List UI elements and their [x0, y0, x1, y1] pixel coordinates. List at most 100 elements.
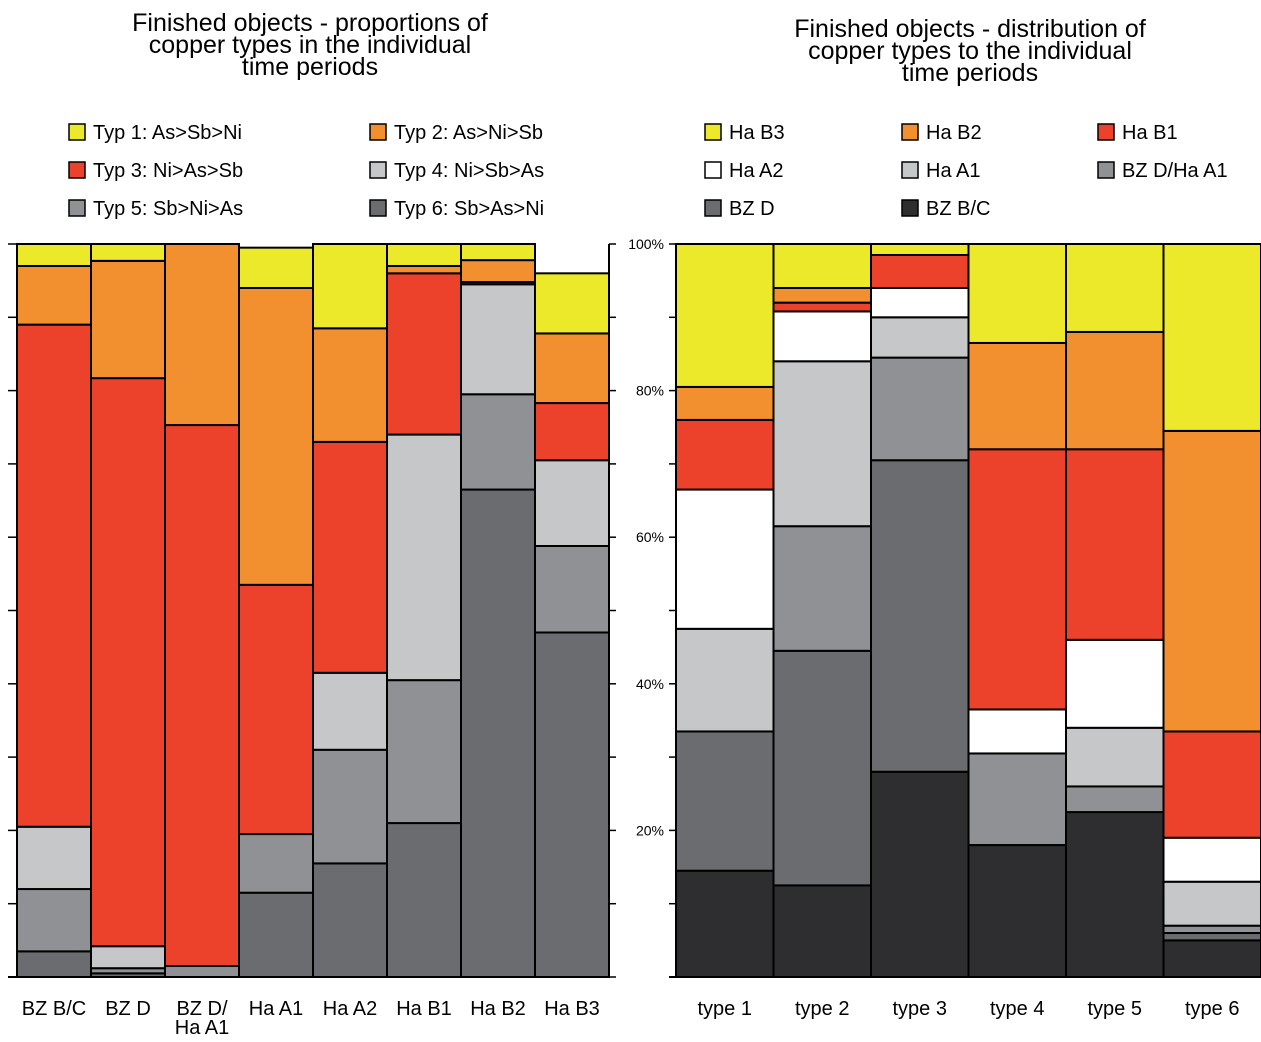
right-bar-type-1-ha-a1 — [675, 627, 775, 733]
right-bar-type-4-ha-b3 — [967, 243, 1067, 344]
left-legend-swatch — [68, 161, 86, 179]
right-bar-type-1-bz-b-c — [675, 869, 775, 979]
right-category-label: type 5 — [1088, 998, 1142, 1020]
left-bar-ha-b2-typ-2-as-ni-sb — [460, 259, 536, 284]
left-bar-ha-b3-typ-5-sb-ni-as — [534, 544, 610, 634]
right-bar-type-1-ha-b2 — [675, 385, 775, 421]
left-bar-bz-d-typ-3-ni-as-sb — [90, 377, 166, 948]
left-bar-ha-b3-typ-4-ni-sb-as — [534, 459, 610, 547]
right-legend-swatch — [901, 123, 919, 141]
right-bar-type-2-bz-d-ha-a1 — [772, 525, 872, 652]
left-category-label: Ha B1 — [396, 998, 452, 1020]
left-bar-bz-b-c-typ-5-sb-ni-as — [16, 888, 92, 953]
left-bar-ha-a2-typ-4-ni-sb-as — [312, 671, 388, 751]
left-category-label: BZ B/C — [22, 998, 86, 1020]
right-legend-label: Ha B2 — [926, 122, 982, 144]
left-legend-swatch — [68, 199, 86, 217]
right-bar-type-1-ha-b1 — [675, 418, 775, 491]
right-bar-type-2-ha-b1 — [772, 301, 872, 313]
right-bar-type-2-bz-d — [772, 649, 872, 887]
right-y-tick-label: 80% — [636, 383, 664, 399]
left-bar-bz-d-ha-a1-typ-3-ni-as-sb — [164, 424, 240, 968]
left-bar-bz-b-c-typ-4-ni-sb-as — [16, 825, 92, 891]
left-bar-ha-b1-typ-2-as-ni-sb — [386, 264, 462, 275]
right-bar-type-6-ha-a2 — [1162, 836, 1261, 883]
left-legend-label: Typ 1: As>Sb>Ni — [93, 122, 242, 144]
left-legend-label: Typ 4: Ni>Sb>As — [394, 160, 544, 182]
left-bar-ha-b1-typ-5-sb-ni-as — [386, 679, 462, 825]
right-bar-type-2-ha-b2 — [772, 286, 872, 304]
left-bar-ha-b1-typ-1-as-sb-ni — [386, 243, 462, 267]
left-bar-ha-b3-typ-2-as-ni-sb — [534, 332, 610, 405]
left-bar-ha-b3-typ-6-sb-as-ni — [534, 631, 610, 978]
right-bar-type-2-ha-a2 — [772, 310, 872, 363]
left-bar-ha-a2-typ-2-as-ni-sb — [312, 327, 388, 443]
right-category-label: type 1 — [698, 998, 752, 1020]
right-legend-swatch — [1097, 161, 1115, 179]
right-category-label: type 4 — [990, 998, 1044, 1020]
left-legend-label: Typ 6: Sb>As>Ni — [394, 198, 544, 220]
left-bar-bz-b-c-typ-2-as-ni-sb — [16, 264, 92, 326]
left-bar-bz-d-typ-4-ni-sb-as — [90, 945, 166, 970]
right-legend-label: BZ B/C — [926, 198, 990, 220]
right-bar-type-4-bz-d-ha-a1 — [967, 752, 1067, 847]
right-category-label: type 2 — [795, 998, 849, 1020]
left-category-label: Ha A1 — [175, 1017, 229, 1039]
right-bar-type-6-bz-d-ha-a1 — [1162, 924, 1261, 935]
right-bar-type-5-ha-b3 — [1065, 243, 1165, 333]
left-bar-ha-a1-typ-1-as-sb-ni — [238, 246, 314, 289]
right-bar-type-3-bz-d-ha-a1 — [870, 356, 970, 462]
right-legend-label: Ha A1 — [926, 160, 980, 182]
left-bar-ha-a2-typ-1-as-sb-ni — [312, 243, 388, 330]
left-chart-title: Finished objects - proportions of copper… — [132, 9, 488, 81]
right-legend-swatch — [704, 161, 722, 179]
right-legend-label: Ha B3 — [729, 122, 785, 144]
left-bar-ha-a2-typ-6-sb-as-ni — [312, 862, 388, 979]
right-bar-type-1-ha-b3 — [675, 243, 775, 388]
right-bar-type-5-bz-d-ha-a1 — [1065, 785, 1165, 814]
left-legend-label: Typ 5: Sb>Ni>As — [93, 198, 243, 220]
right-legend-swatch — [704, 123, 722, 141]
left-bar-bz-d-ha-a1-typ-2-as-ni-sb — [164, 243, 240, 427]
right-y-tick-label: 100% — [628, 236, 664, 252]
left-bar-ha-a1-typ-3-ni-as-sb — [238, 583, 314, 836]
left-bar-ha-b3-typ-1-as-sb-ni — [534, 272, 610, 335]
right-bar-type-1-ha-a2 — [675, 488, 775, 630]
left-bar-bz-d-ha-a1-typ-5-sb-ni-as — [164, 965, 240, 979]
right-bar-type-3-ha-b1 — [870, 253, 970, 289]
left-legend: Typ 1: As>Sb>Ni Typ 2: As>Ni>Sb Typ 3: Ni>… — [68, 122, 544, 220]
right-legend-swatch — [901, 199, 919, 217]
left-legend-swatch — [68, 123, 86, 141]
left-legend-label: Typ 2: As>Ni>Sb — [394, 122, 543, 144]
left-bar-ha-a2-typ-3-ni-as-sb — [312, 440, 388, 674]
right-legend-swatch — [704, 199, 722, 217]
right-category-label: type 3 — [893, 998, 947, 1020]
right-bar-type-4-bz-b-c — [967, 844, 1067, 978]
right-legend-swatch — [1097, 123, 1115, 141]
right-category-label: type 6 — [1185, 998, 1239, 1020]
right-bar-type-5-bz-b-c — [1065, 811, 1165, 979]
right-bar-type-4-ha-b2 — [967, 341, 1067, 451]
right-bar-type-3-bz-d — [870, 459, 970, 773]
right-bar-type-3-ha-b3 — [870, 243, 970, 256]
right-bar-type-6-ha-b2 — [1162, 429, 1261, 733]
right-bar-type-6-bz-d — [1162, 932, 1261, 942]
right-bar-type-2-ha-a1 — [772, 360, 872, 528]
left-bar-bz-b-c-typ-6-sb-as-ni — [16, 950, 92, 978]
right-chart-title: Finished objects - distribution of coppe… — [794, 15, 1146, 87]
right-y-tick-label: 60% — [636, 529, 664, 545]
left-bar-ha-b1-typ-4-ni-sb-as — [386, 433, 462, 682]
right-bar-type-3-ha-a2 — [870, 286, 970, 319]
left-bar-ha-b1-typ-3-ni-as-sb — [386, 272, 462, 436]
left-legend-swatch — [369, 199, 387, 217]
right-bar-type-3-bz-b-c — [870, 770, 970, 979]
left-bar-bz-d-typ-2-as-ni-sb — [90, 259, 166, 380]
left-category-label: Ha A1 — [249, 998, 303, 1020]
right-plot-area: type 1 type 2 type 3 type 4 type 5 type 6 20% 4… — [628, 236, 1261, 1020]
right-legend-label: BZ D — [729, 198, 775, 220]
right-legend-label: Ha A2 — [729, 160, 783, 182]
left-category-label: Ha B3 — [544, 998, 600, 1020]
right-bar-type-2-bz-b-c — [772, 884, 872, 978]
left-bar-ha-a1-typ-6-sb-as-ni — [238, 891, 314, 979]
right-bar-type-2-ha-b3 — [772, 243, 872, 289]
